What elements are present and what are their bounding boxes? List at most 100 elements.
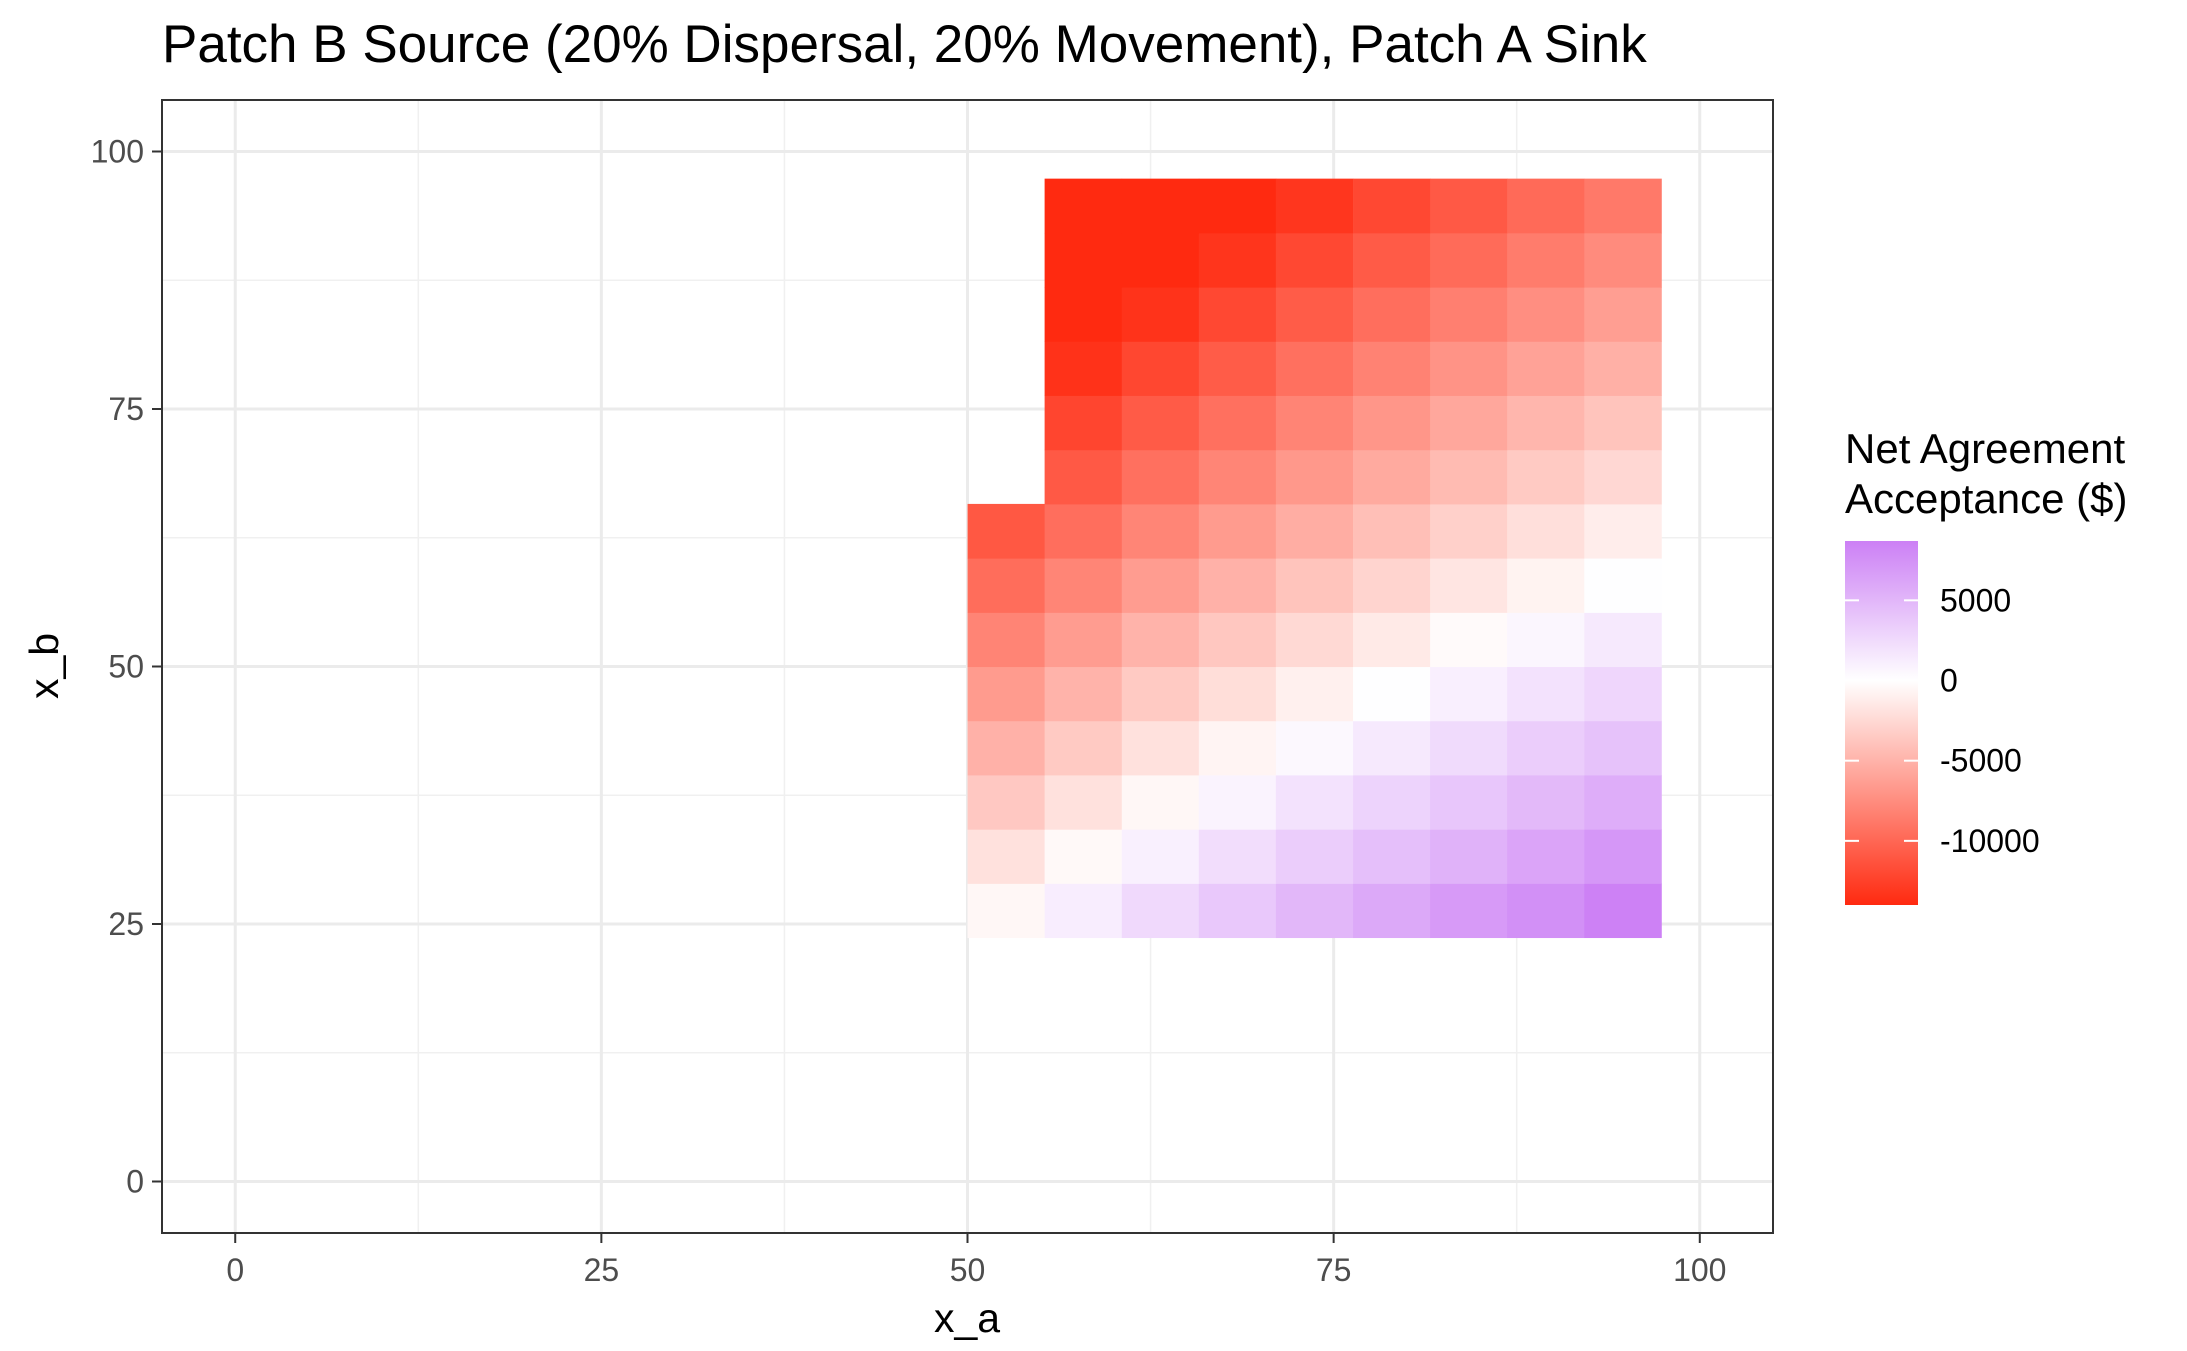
heatmap-cell <box>1044 287 1123 342</box>
heatmap-cell <box>1275 287 1354 342</box>
heatmap-cell <box>1121 666 1200 722</box>
heatmap-cell <box>1353 883 1431 939</box>
heatmap-cell <box>1275 558 1354 613</box>
heatmap-cell <box>1198 287 1277 342</box>
heatmap-cell <box>1121 341 1200 396</box>
legend-title-line-2: Acceptance ($) <box>1845 475 2127 522</box>
heatmap-cell <box>1353 232 1431 288</box>
heatmap-cell <box>1198 829 1277 884</box>
legend-label: -5000 <box>1940 743 2022 779</box>
heatmap-cell <box>1430 503 1508 559</box>
heatmap-cell <box>1121 612 1200 668</box>
heatmap-cell <box>1198 449 1277 505</box>
heatmap-cell <box>1507 395 1585 451</box>
heatmap-cell <box>1584 558 1662 613</box>
heatmap-cell <box>1198 775 1277 830</box>
heatmap-cell <box>1275 666 1354 722</box>
legend-colorbar <box>1845 541 1918 905</box>
heatmap-cell <box>1353 341 1431 396</box>
x-axis: 0 25 50 75 100 <box>226 1233 1726 1288</box>
heatmap-cell <box>1275 395 1354 451</box>
heatmap-cell <box>1121 720 1200 776</box>
x-tick-label: 75 <box>1316 1252 1352 1288</box>
heatmap-cell <box>1044 503 1123 559</box>
heatmap-cell <box>1507 612 1585 668</box>
y-axis: 0 25 50 75 100 <box>91 134 162 1200</box>
heatmap-cell <box>1584 829 1662 884</box>
heatmap-cell <box>1584 287 1662 342</box>
heatmap-cell <box>1275 720 1354 776</box>
heatmap-cell <box>1044 232 1123 288</box>
heatmap-cell <box>1507 883 1585 939</box>
heatmap-cell <box>1430 775 1508 830</box>
heatmap-cell <box>1584 612 1662 668</box>
heatmap-cell <box>1507 178 1585 234</box>
heatmap-cell <box>1044 449 1123 505</box>
heatmap-cell <box>1584 503 1662 559</box>
heatmap-cell <box>1430 829 1508 884</box>
heatmap-cell <box>967 775 1046 830</box>
heatmap-cell <box>1430 395 1508 451</box>
heatmap-cell <box>1275 612 1354 668</box>
y-tick-label: 25 <box>108 906 144 942</box>
heatmap-cell <box>1430 883 1508 939</box>
heatmap-cell <box>1198 666 1277 722</box>
heatmap-cell <box>1121 449 1200 505</box>
heatmap-cell <box>1430 287 1508 342</box>
heatmap-cell <box>1198 503 1277 559</box>
heatmap-cell <box>1275 341 1354 396</box>
heatmap-cell <box>1198 720 1277 776</box>
heatmap-cell <box>1275 449 1354 505</box>
heatmap-cell <box>1507 503 1585 559</box>
y-tick-label: 50 <box>108 649 144 685</box>
legend-label: -10000 <box>1940 823 2040 859</box>
heatmap-cell <box>1430 558 1508 613</box>
heatmap-cell <box>1507 720 1585 776</box>
legend-title-line-1: Net Agreement <box>1845 425 2125 472</box>
heatmap-cell <box>967 558 1046 613</box>
heatmap-cell <box>1198 612 1277 668</box>
heatmap-cell <box>1044 775 1123 830</box>
heatmap-cell <box>967 720 1046 776</box>
heatmap-cell <box>1584 178 1662 234</box>
heatmap-cell <box>1044 666 1123 722</box>
color-legend: Net Agreement Acceptance ($) 5000 0 -5000 -… <box>1845 425 2127 905</box>
heatmap-cell <box>1507 829 1585 884</box>
heatmap-cell <box>967 666 1046 722</box>
heatmap-cell <box>1353 612 1431 668</box>
x-tick-label: 25 <box>584 1252 620 1288</box>
heatmap-cell <box>1353 287 1431 342</box>
heatmap-cell <box>1584 666 1662 722</box>
heatmap-cell <box>1507 287 1585 342</box>
heatmap-cell <box>1044 341 1123 396</box>
heatmap-cell <box>1584 883 1662 939</box>
heatmap-cell <box>1507 341 1585 396</box>
heatmap-cell <box>1275 775 1354 830</box>
x-axis-title: x_a <box>934 1295 1000 1341</box>
x-tick-label: 50 <box>950 1252 986 1288</box>
heatmap-cell <box>1198 232 1277 288</box>
chart-title: Patch B Source (20% Dispersal, 20% Movem… <box>162 15 1647 74</box>
heatmap-cell <box>1430 666 1508 722</box>
heatmap-cell <box>1198 178 1277 234</box>
heatmap-cell <box>1275 503 1354 559</box>
heatmap-cell <box>1584 341 1662 396</box>
heatmap-cell <box>1430 612 1508 668</box>
heatmap-cell <box>1121 558 1200 613</box>
heatmap-cell <box>967 503 1046 559</box>
heatmap-cell <box>1507 232 1585 288</box>
heatmap-cell <box>1275 883 1354 939</box>
heatmap-cell <box>1353 178 1431 234</box>
heatmap-cell <box>1121 232 1200 288</box>
y-tick-label: 100 <box>91 134 144 170</box>
heatmap-cell <box>1584 395 1662 451</box>
heatmap-cell <box>1121 287 1200 342</box>
heatmap-cell <box>1121 775 1200 830</box>
heatmap-cell <box>1584 720 1662 776</box>
heatmap-cell <box>1507 666 1585 722</box>
heatmap-cell <box>1044 558 1123 613</box>
heatmap-cell <box>1430 232 1508 288</box>
heatmap-cell <box>1198 395 1277 451</box>
heatmap-cell <box>1275 232 1354 288</box>
